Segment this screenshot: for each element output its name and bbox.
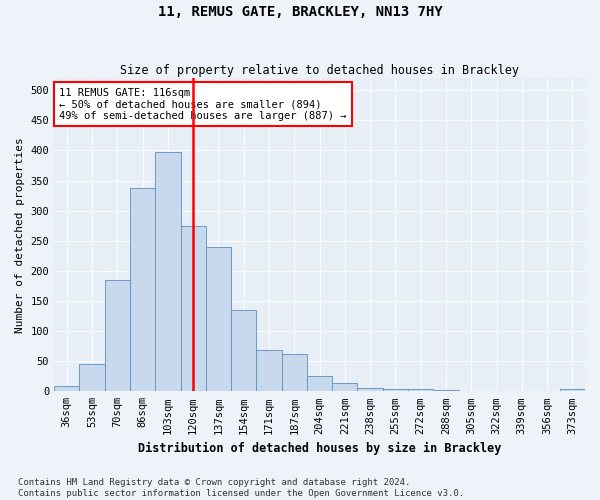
Text: 11 REMUS GATE: 116sqm
← 50% of detached houses are smaller (894)
49% of semi-det: 11 REMUS GATE: 116sqm ← 50% of detached … [59,88,347,121]
Bar [130,188,155,391]
Bar [358,388,383,391]
Bar [383,389,408,391]
Bar [79,364,105,391]
Bar [231,310,256,391]
Bar [256,350,281,391]
Title: Size of property relative to detached houses in Brackley: Size of property relative to detached ho… [120,64,519,77]
Text: Contains HM Land Registry data © Crown copyright and database right 2024.
Contai: Contains HM Land Registry data © Crown c… [18,478,464,498]
Bar [484,390,509,391]
Bar [560,389,585,391]
Bar [433,390,458,391]
Bar [332,384,358,391]
Y-axis label: Number of detached properties: Number of detached properties [15,137,25,332]
Bar [181,226,206,391]
Bar [206,246,231,391]
X-axis label: Distribution of detached houses by size in Brackley: Distribution of detached houses by size … [138,442,501,455]
Bar [281,354,307,391]
Bar [307,376,332,391]
Bar [54,386,79,391]
Text: 11, REMUS GATE, BRACKLEY, NN13 7HY: 11, REMUS GATE, BRACKLEY, NN13 7HY [158,5,442,19]
Bar [408,390,433,391]
Bar [105,280,130,391]
Bar [458,390,484,391]
Bar [155,152,181,391]
